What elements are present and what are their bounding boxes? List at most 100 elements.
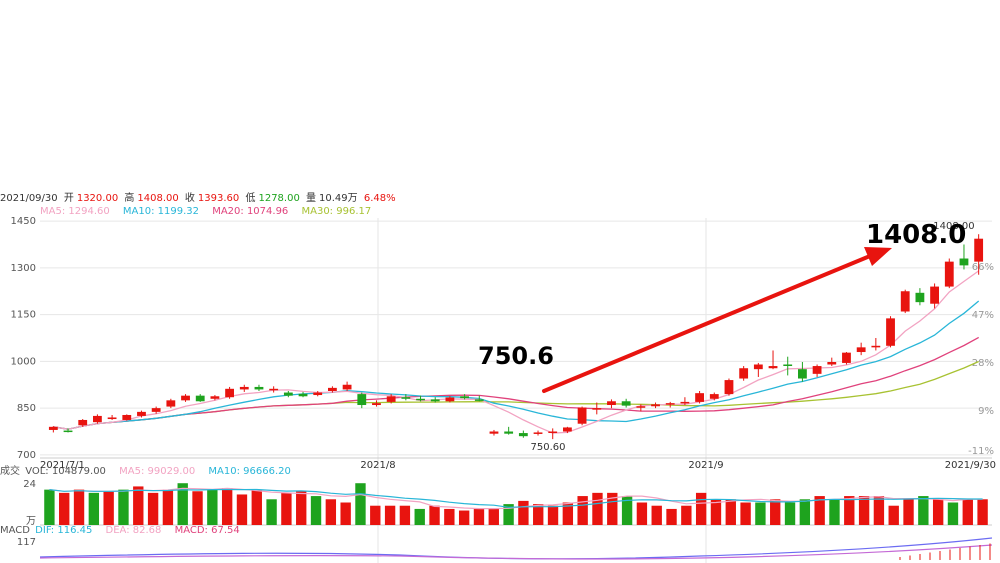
candle-body <box>783 364 793 366</box>
volume-bar <box>429 505 440 525</box>
info-open: 1320.00 <box>76 193 119 204</box>
candle-body <box>592 408 602 410</box>
candle-body <box>548 431 558 434</box>
low-value-label: 750.60 <box>531 442 566 453</box>
volume-bar <box>399 505 411 525</box>
info-high-label: 高 <box>124 193 135 204</box>
macd-dea-line <box>39 544 993 560</box>
ma30-legend: MA30: 996.17 <box>301 206 372 217</box>
volume-y-tick: 万 <box>26 516 36 527</box>
volume-bar <box>73 489 85 525</box>
info-open-label: 开 <box>63 193 74 204</box>
volume-bar <box>725 499 736 525</box>
candle-body <box>430 399 440 402</box>
macd-dea: DEA: 82.68 <box>105 525 162 536</box>
candle-body <box>504 431 514 434</box>
volume-bar <box>266 499 277 525</box>
macd-value: MACD: 67.54 <box>174 525 240 536</box>
arrow-head <box>864 247 892 266</box>
candle-body <box>930 286 939 304</box>
volume-bar <box>281 492 292 525</box>
macd-dif: DIF: 116.45 <box>35 525 93 536</box>
candle-body <box>298 393 308 397</box>
y-tick-label: 700 <box>17 450 36 461</box>
candle-body <box>137 411 146 416</box>
ma5-line <box>53 270 980 434</box>
candle-body <box>886 318 895 346</box>
volume-bar <box>177 483 188 525</box>
candle-body <box>827 362 837 365</box>
volume-bar <box>473 508 485 525</box>
x-tick-label: 2021/9/30 <box>945 460 996 471</box>
candle-body <box>871 345 881 348</box>
candle-body <box>342 384 352 390</box>
candle-body <box>93 415 102 423</box>
candle-body <box>577 407 587 424</box>
candle-body <box>959 258 969 266</box>
pct-tick-label: 28% <box>972 358 994 369</box>
volume-bar <box>207 489 218 525</box>
volume-bar <box>547 505 559 525</box>
volume-ma5: MA5: 99029.00 <box>119 466 196 477</box>
candle-body <box>328 387 337 391</box>
volume-ma5-line <box>49 487 983 510</box>
candle-body <box>386 396 396 402</box>
volume-bar <box>903 499 914 525</box>
ma5-legend: MA5: 1294.60 <box>40 206 110 217</box>
info-close-label: 收 <box>184 193 195 204</box>
pct-tick-label: 47% <box>972 310 994 321</box>
info-vol: 10.49万 <box>319 193 358 204</box>
candle-body <box>181 395 190 401</box>
y-tick-label: 1150 <box>11 310 36 321</box>
volume-bar <box>977 499 988 525</box>
candle-body <box>283 392 293 396</box>
volume-bar <box>592 492 603 525</box>
volume-label: 成交 <box>0 466 20 477</box>
ma20-legend: MA20: 1074.96 <box>212 206 289 217</box>
macd-y-tick: 117 <box>17 537 36 548</box>
volume-y-tick: 24 <box>23 479 36 490</box>
candle-body <box>768 366 778 369</box>
candle-body <box>313 392 323 396</box>
candle-body <box>974 238 984 262</box>
volume-bar <box>518 500 529 525</box>
candle-body <box>78 419 88 426</box>
high-value-label: 1408.00 <box>933 221 974 232</box>
candle-body <box>665 403 675 405</box>
candle-body <box>842 352 851 363</box>
volume-bar <box>503 504 514 525</box>
candle-body <box>621 401 631 406</box>
candle-body <box>518 433 528 437</box>
ma20-line <box>53 336 980 430</box>
volume-bar <box>607 492 618 525</box>
volume-bar <box>829 499 840 525</box>
volume-bar <box>770 499 781 525</box>
volume-bar <box>458 510 470 525</box>
candle-body <box>225 388 234 398</box>
volume-bar <box>370 505 381 525</box>
volume-bar <box>962 499 973 525</box>
high-callout: 1408.0 <box>866 220 966 250</box>
volume-bar <box>932 499 944 525</box>
pct-tick-label: 9% <box>978 406 994 417</box>
volume-bar <box>562 502 574 525</box>
candle-body <box>563 427 572 432</box>
candle-body <box>254 386 264 390</box>
volume-bar <box>784 502 796 525</box>
volume-value: VOL: 104879.00 <box>25 466 106 477</box>
volume-bar <box>636 502 648 525</box>
volume-bar <box>296 491 307 525</box>
volume-bar <box>310 496 322 525</box>
info-low-label: 低 <box>245 193 256 204</box>
x-tick-label: 2021/9 <box>688 460 723 471</box>
y-tick-label: 1450 <box>11 216 36 227</box>
volume-bar <box>384 505 396 525</box>
volume-bar <box>799 499 811 525</box>
volume-bar <box>533 504 544 525</box>
volume-bar <box>340 502 351 525</box>
volume-bar <box>44 489 55 525</box>
volume-bar <box>755 502 766 525</box>
volume-bar <box>147 492 159 525</box>
candle-body <box>915 292 925 303</box>
